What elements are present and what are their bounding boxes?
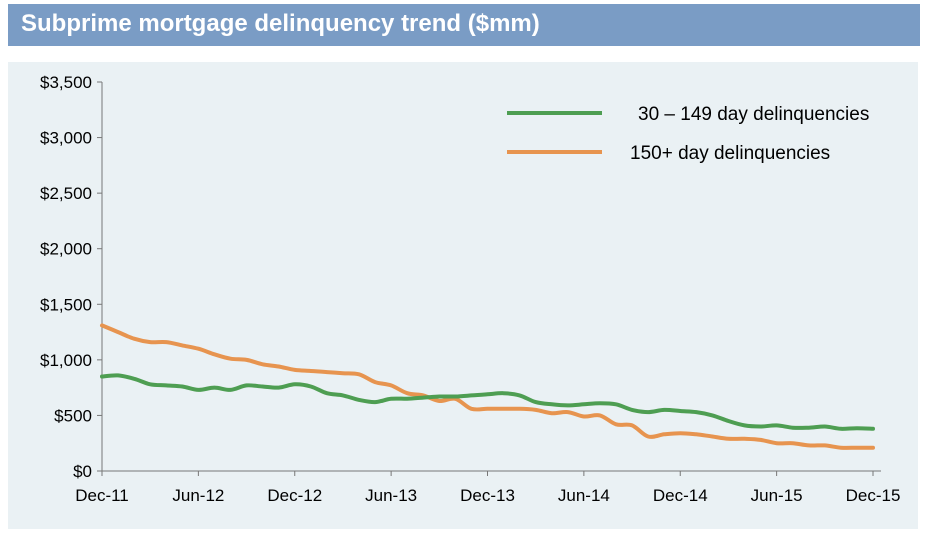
y-tick-label: $500: [54, 406, 92, 425]
title-bar: Subprime mortgage delinquency trend ($mm…: [8, 4, 920, 46]
legend-label-30-149-day: 30 – 149 day delinquencies: [638, 104, 869, 125]
axes: [101, 82, 881, 472]
plot-background: [8, 62, 918, 529]
x-axis-ticks: Dec-11 Jun-12 Dec-12 Jun-13 Dec-13 Jun-14 Dec-…: [75, 471, 900, 505]
x-tick-label: Jun-15: [751, 486, 803, 505]
chart-title: Subprime mortgage delinquency trend ($mm…: [21, 10, 540, 37]
y-tick-label: $1,000: [40, 351, 92, 370]
y-tick-label: $2,500: [40, 184, 92, 203]
x-tick-label: Dec-12: [267, 486, 322, 505]
x-tick-label: Dec-13: [460, 486, 515, 505]
x-tick-label: Dec-15: [846, 486, 901, 505]
x-tick-label: Dec-14: [653, 486, 708, 505]
x-tick-label: Dec-11: [75, 486, 129, 505]
y-tick-label: $1,500: [40, 295, 92, 314]
series-line-30-149-day: [100, 373, 875, 431]
x-tick-label: Jun-13: [365, 486, 417, 505]
x-tick-label: Jun-12: [172, 486, 224, 505]
y-axis-ticks: $0 $500 $1,000 $1,500 $2,000 $2,500 $3,000 $3,5…: [40, 73, 102, 481]
legend: 30 – 149 day delinquencies 150+ day delin…: [507, 104, 869, 164]
legend-label-150-plus-day: 150+ day delinquencies: [630, 143, 830, 164]
x-tick-label: Jun-14: [558, 486, 610, 505]
y-tick-label: $0: [73, 462, 92, 481]
series-line-150-plus-day: [100, 323, 875, 450]
y-tick-label: $3,000: [40, 129, 92, 148]
series-lines: [100, 323, 875, 450]
y-tick-label: $2,000: [40, 240, 92, 259]
y-tick-label: $3,500: [40, 73, 92, 92]
